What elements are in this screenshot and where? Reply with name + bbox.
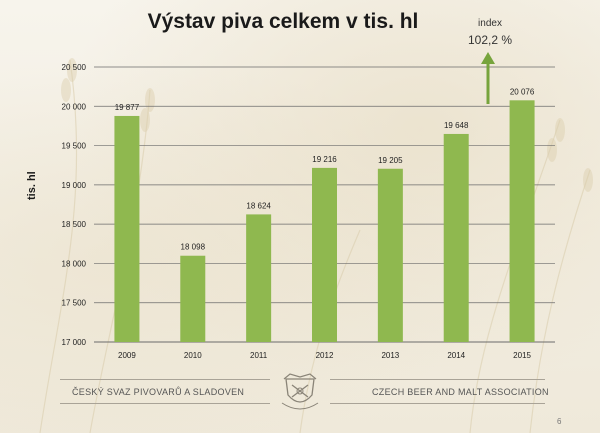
bar (312, 167, 337, 342)
bar (509, 100, 535, 342)
y-tick-label: 18 500 (62, 220, 87, 229)
y-axis-label: tis. hl (26, 171, 38, 200)
y-tick-label: 18 000 (62, 259, 87, 268)
data-label: 18 098 (181, 243, 206, 252)
y-tick-label: 17 000 (62, 338, 87, 347)
footer-divider-right (330, 379, 545, 380)
data-label: 19 877 (115, 103, 140, 112)
growth-arrow-icon (481, 52, 495, 64)
index-value: 102,2 % (467, 33, 513, 47)
data-label: 18 624 (246, 201, 271, 210)
bar (443, 133, 469, 342)
footer-divider-left-bottom (60, 403, 270, 404)
x-tick-label: 2009 (118, 351, 136, 360)
data-label: 19 648 (444, 121, 469, 130)
bar (114, 115, 140, 342)
bar (377, 168, 403, 342)
x-tick-label: 2013 (381, 351, 399, 360)
x-tick-label: 2011 (250, 351, 268, 360)
bar (180, 255, 206, 342)
footer-association-en: CZECH BEER AND MALT ASSOCIATION (372, 387, 549, 397)
data-label: 19 205 (378, 156, 403, 165)
association-logo (281, 373, 319, 410)
y-tick-label: 20 500 (62, 63, 87, 72)
footer-association-cz: ČESKÝ SVAZ PIVOVARŮ A SLADOVEN (72, 387, 245, 397)
bar (246, 214, 272, 342)
footer-divider-left (60, 379, 270, 380)
page-number: 6 (557, 417, 562, 426)
x-tick-label: 2014 (447, 351, 465, 360)
x-tick-label: 2015 (513, 351, 531, 360)
y-tick-label: 19 500 (62, 142, 87, 151)
index-label: index (478, 18, 502, 29)
y-tick-label: 17 500 (62, 299, 87, 308)
chart-title: Výstav piva celkem v tis. hl (147, 10, 419, 33)
data-label: 20 076 (510, 87, 535, 96)
data-label: 19 216 (312, 155, 337, 164)
y-tick-label: 20 000 (62, 102, 87, 111)
footer-divider-right-bottom (330, 403, 545, 404)
x-tick-label: 2010 (184, 351, 202, 360)
x-tick-label: 2012 (316, 351, 334, 360)
y-tick-label: 19 000 (62, 181, 87, 190)
